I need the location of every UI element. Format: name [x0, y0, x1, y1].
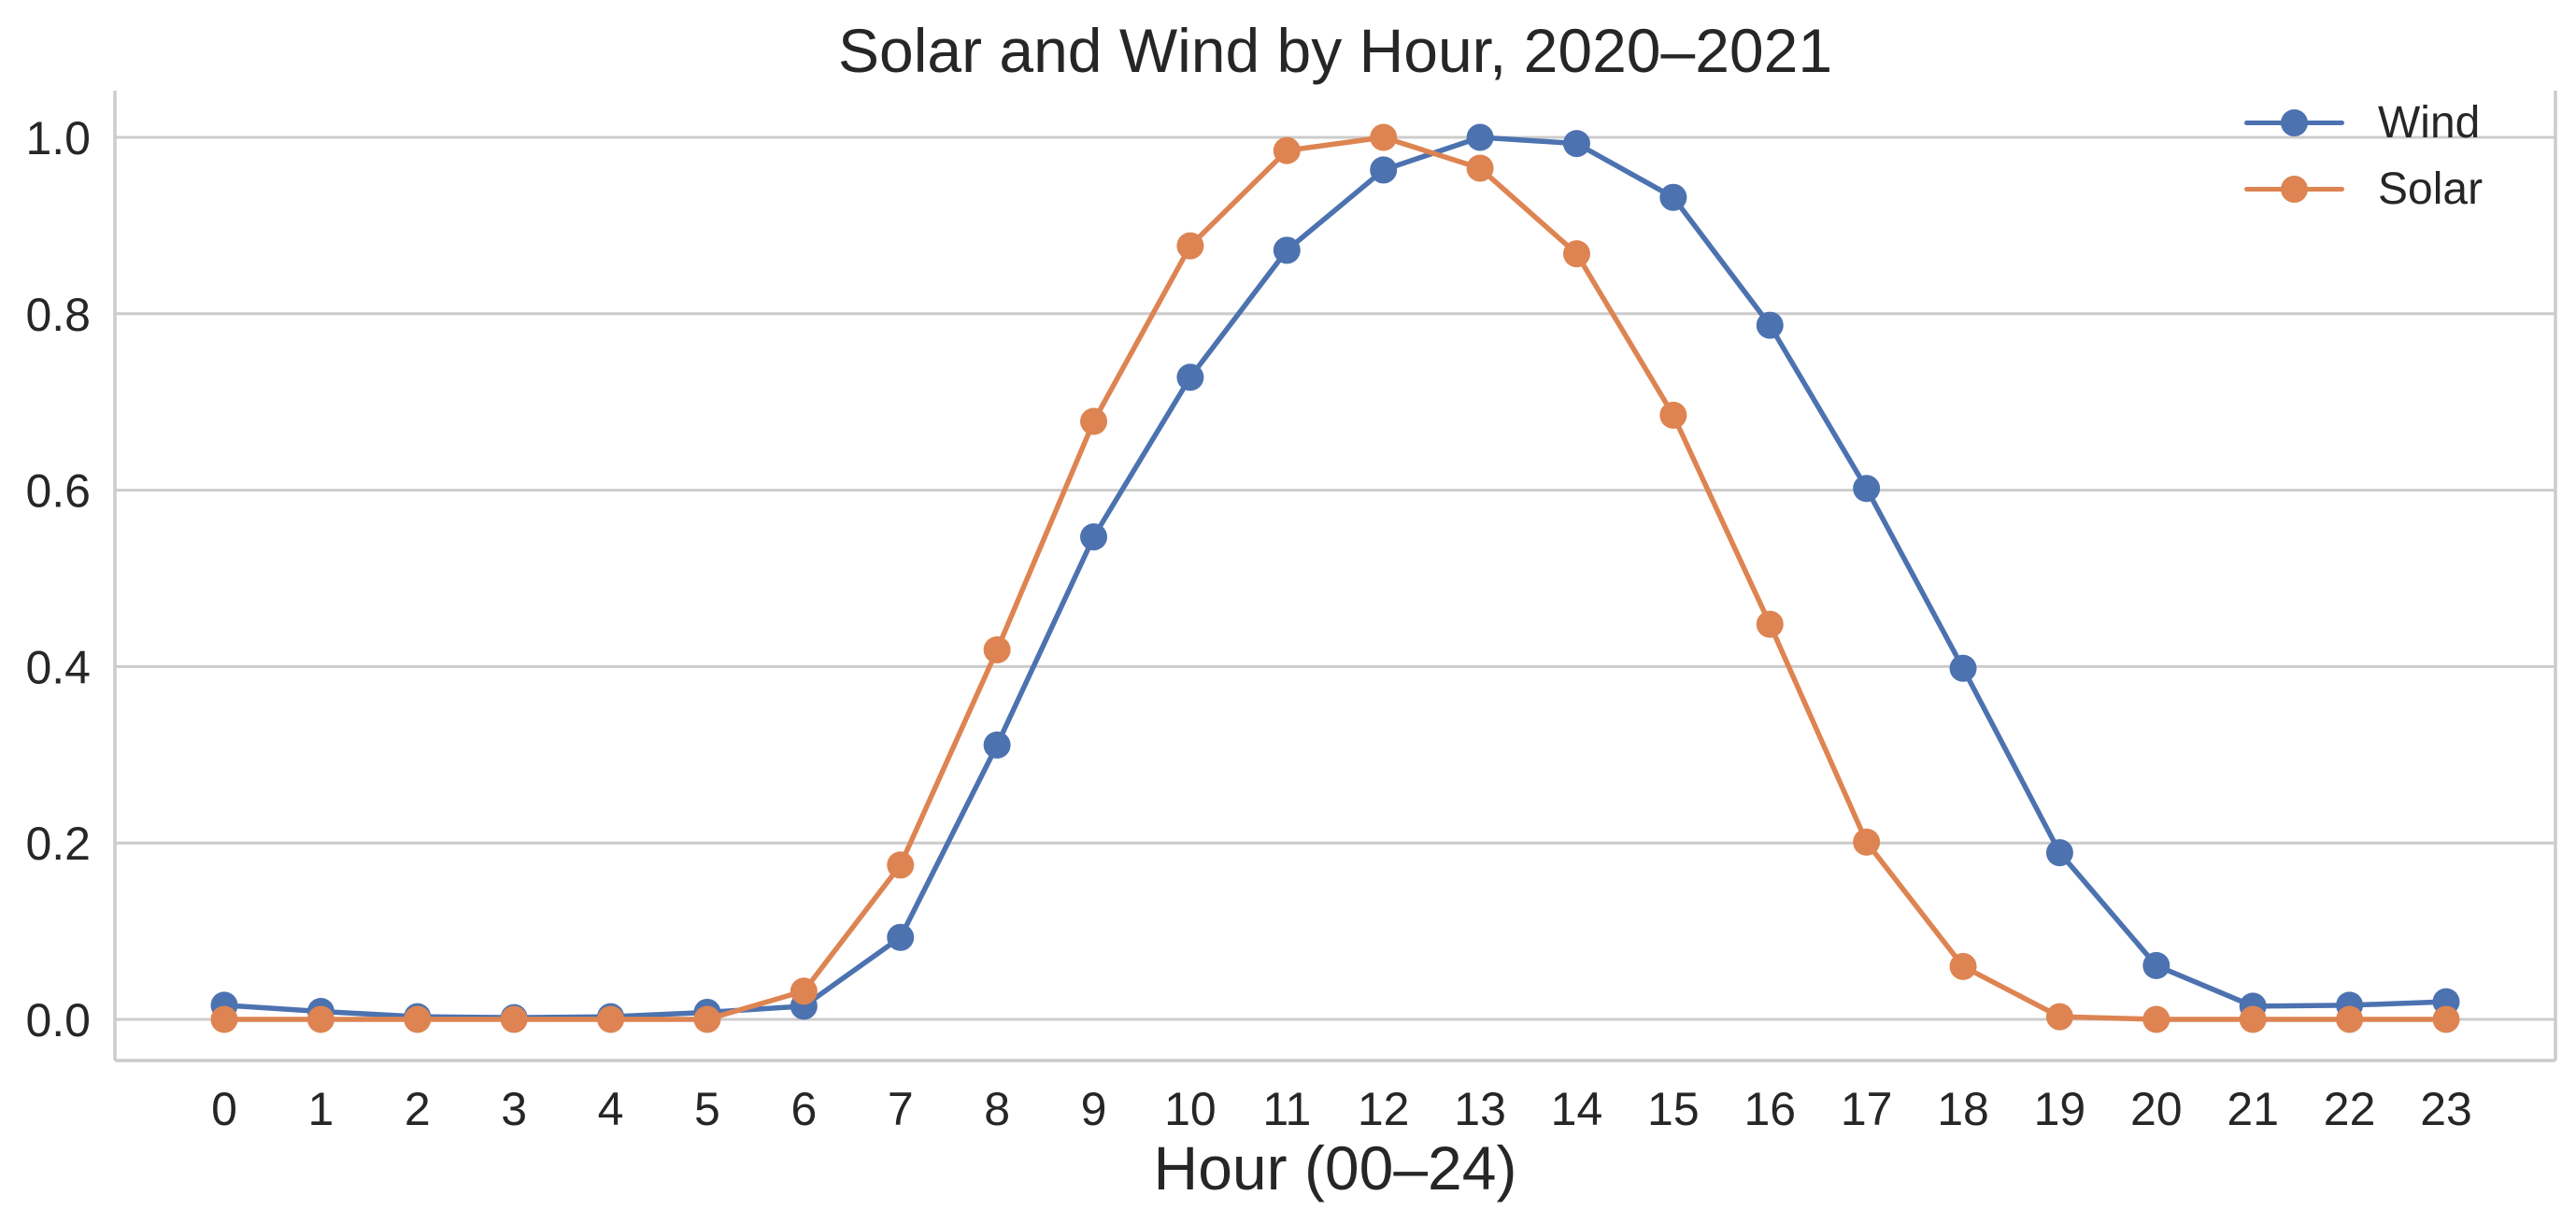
x-tick-label: 4 [598, 1083, 624, 1135]
x-tick-label: 6 [790, 1083, 817, 1135]
x-tick-label: 15 [1647, 1083, 1700, 1135]
solar-marker-hour-17 [1853, 828, 1881, 856]
y-tick-label: 0.4 [25, 641, 91, 693]
x-tick-label: 1 [307, 1083, 334, 1135]
x-tick-label: 18 [1937, 1083, 1989, 1135]
solar-marker-hour-10 [1176, 232, 1204, 260]
x-tick-label: 0 [211, 1083, 237, 1135]
solar-legend-marker-icon [2244, 175, 2344, 205]
solar-marker-hour-0 [210, 1005, 238, 1033]
solar-line [221, 135, 2449, 1022]
solar-legend-dot [2281, 176, 2308, 203]
solar-marker-hour-20 [2142, 1005, 2170, 1033]
wind-marker-hour-11 [1273, 236, 1301, 264]
solar-marker-hour-9 [1080, 407, 1108, 435]
solar-marker-hour-11 [1273, 136, 1301, 164]
wind-line [221, 135, 2449, 1020]
solar-marker-hour-19 [2045, 1003, 2073, 1031]
solar-marker-hour-14 [1562, 240, 1590, 268]
x-tick-label: 11 [1262, 1083, 1311, 1135]
solar-marker-hour-22 [2336, 1005, 2364, 1033]
solar-marker-hour-21 [2239, 1005, 2267, 1033]
solar-marker-hour-6 [790, 977, 818, 1005]
solar-marker-hour-8 [983, 635, 1011, 663]
x-tick-label: 13 [1454, 1083, 1506, 1135]
solar-marker-hour-13 [1466, 154, 1494, 182]
wind-legend-marker-icon [2244, 108, 2344, 138]
chart-title: Solar and Wind by Hour, 2020–2021 [837, 16, 1833, 85]
x-tick-label: 5 [694, 1083, 720, 1135]
y-tick-label: 0.0 [25, 994, 91, 1046]
wind-marker-hour-9 [1080, 523, 1108, 551]
y-tick-label: 0.2 [25, 818, 91, 870]
x-tick-label: 7 [888, 1083, 914, 1135]
y-tick-label: 0.6 [25, 465, 91, 518]
solar-marker-hour-18 [1949, 952, 1977, 980]
wind-marker-hour-15 [1659, 183, 1687, 211]
solar-legend-label: Solar [2378, 164, 2483, 214]
wind-marker-hour-12 [1370, 156, 1398, 184]
wind-legend-label: Wind [2378, 97, 2481, 148]
x-tick-label: 23 [2420, 1083, 2472, 1135]
x-tick-label: 20 [2130, 1083, 2183, 1135]
legend: Wind Solar [2244, 90, 2483, 222]
x-tick-label: 19 [2034, 1083, 2086, 1135]
x-tick-label: 17 [1841, 1083, 1893, 1135]
wind-marker-hour-13 [1466, 123, 1494, 151]
x-tick-label: 21 [2227, 1083, 2279, 1135]
solar-marker-hour-3 [500, 1005, 528, 1033]
wind-marker-hour-7 [887, 923, 915, 951]
x-tick-label: 3 [501, 1083, 527, 1135]
wind-legend-dot [2281, 109, 2308, 136]
wind-marker-hour-20 [2142, 951, 2170, 979]
x-tick-label: 8 [984, 1083, 1010, 1135]
y-tick-label: 0.8 [25, 289, 91, 341]
solar-marker-hour-1 [306, 1005, 334, 1033]
wind-marker-hour-8 [983, 731, 1011, 759]
x-tick-label: 12 [1358, 1083, 1410, 1135]
wind-marker-hour-16 [1756, 311, 1784, 339]
x-tick-label: 10 [1164, 1083, 1217, 1135]
solar-marker-hour-4 [597, 1005, 625, 1033]
solar-marker-hour-23 [2432, 1005, 2460, 1033]
x-tick-label: 2 [405, 1083, 431, 1135]
wind-marker-hour-14 [1562, 130, 1590, 158]
solar-marker-hour-5 [693, 1005, 721, 1033]
wind-marker-hour-17 [1853, 475, 1881, 503]
wind-marker-hour-18 [1949, 654, 1977, 682]
x-tick-label: 9 [1081, 1083, 1107, 1135]
wind-marker-hour-10 [1176, 363, 1204, 391]
x-tick-label: 14 [1551, 1083, 1603, 1135]
legend-item-solar: Solar [2244, 156, 2483, 222]
x-tick-label: 22 [2324, 1083, 2376, 1135]
x-axis-title: Hour (00–24) [1153, 1133, 1517, 1203]
solar-marker-hour-16 [1756, 610, 1784, 638]
solar-marker-hour-7 [887, 851, 915, 879]
legend-item-wind: Wind [2244, 90, 2483, 156]
x-tick-label: 16 [1743, 1083, 1796, 1135]
solar-marker-hour-15 [1659, 401, 1687, 429]
solar-marker-hour-12 [1370, 123, 1398, 151]
solar-marker-hour-2 [404, 1005, 432, 1033]
y-tick-label: 1.0 [25, 112, 91, 164]
wind-marker-hour-19 [2045, 839, 2073, 867]
